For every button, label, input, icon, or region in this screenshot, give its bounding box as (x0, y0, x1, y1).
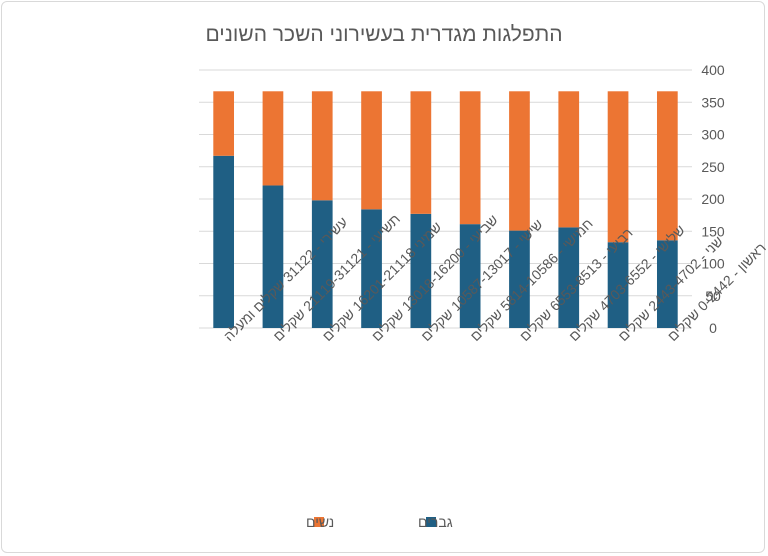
bar-segment-men (459, 224, 481, 328)
bar-segment-men (410, 213, 432, 328)
y-tick-label: 300 (701, 127, 725, 143)
bar-segment-men (213, 155, 235, 328)
chart-title: התפלגות מגדרית בעשירוני השכר השונים (205, 23, 562, 46)
bar-segment-men (656, 240, 678, 328)
y-axis-ticks: 0 50 100 150 200 250 300 350 400 (701, 62, 725, 336)
y-tick-label: 200 (701, 191, 725, 207)
bar-segment-men (509, 230, 530, 328)
bar-segment-women (262, 91, 284, 186)
legend-label: גברים (418, 514, 453, 530)
bar-segment-women (459, 91, 481, 225)
bar-segment-men (607, 242, 629, 328)
legend-swatch (314, 517, 324, 527)
y-tick-label: 350 (701, 94, 725, 110)
bar-segment-women (558, 91, 580, 228)
legend-swatch (426, 517, 436, 527)
legend: גברים נשים (306, 514, 453, 530)
y-tick-label: 400 (701, 62, 725, 78)
bar-segment-women (410, 91, 432, 214)
bar-segment-men (361, 209, 382, 328)
y-tick-label: 150 (701, 223, 725, 239)
bar-segment-women (213, 91, 235, 156)
y-tick-label: 250 (701, 159, 725, 175)
y-tick-label: 50 (705, 288, 721, 304)
y-tick-label: 0 (709, 320, 717, 336)
bar-segment-women (607, 91, 629, 243)
bar-segment-women (656, 91, 678, 241)
bar-segment-men (558, 227, 580, 328)
y-tick-label: 100 (701, 256, 725, 272)
bar-segment-men (311, 200, 333, 328)
bar-segment-women (311, 91, 333, 201)
bars (213, 91, 678, 328)
bar-segment-men (262, 185, 284, 328)
bar-segment-women (509, 91, 530, 231)
bar-segment-women (361, 91, 382, 210)
legend-label: נשים (306, 514, 334, 530)
